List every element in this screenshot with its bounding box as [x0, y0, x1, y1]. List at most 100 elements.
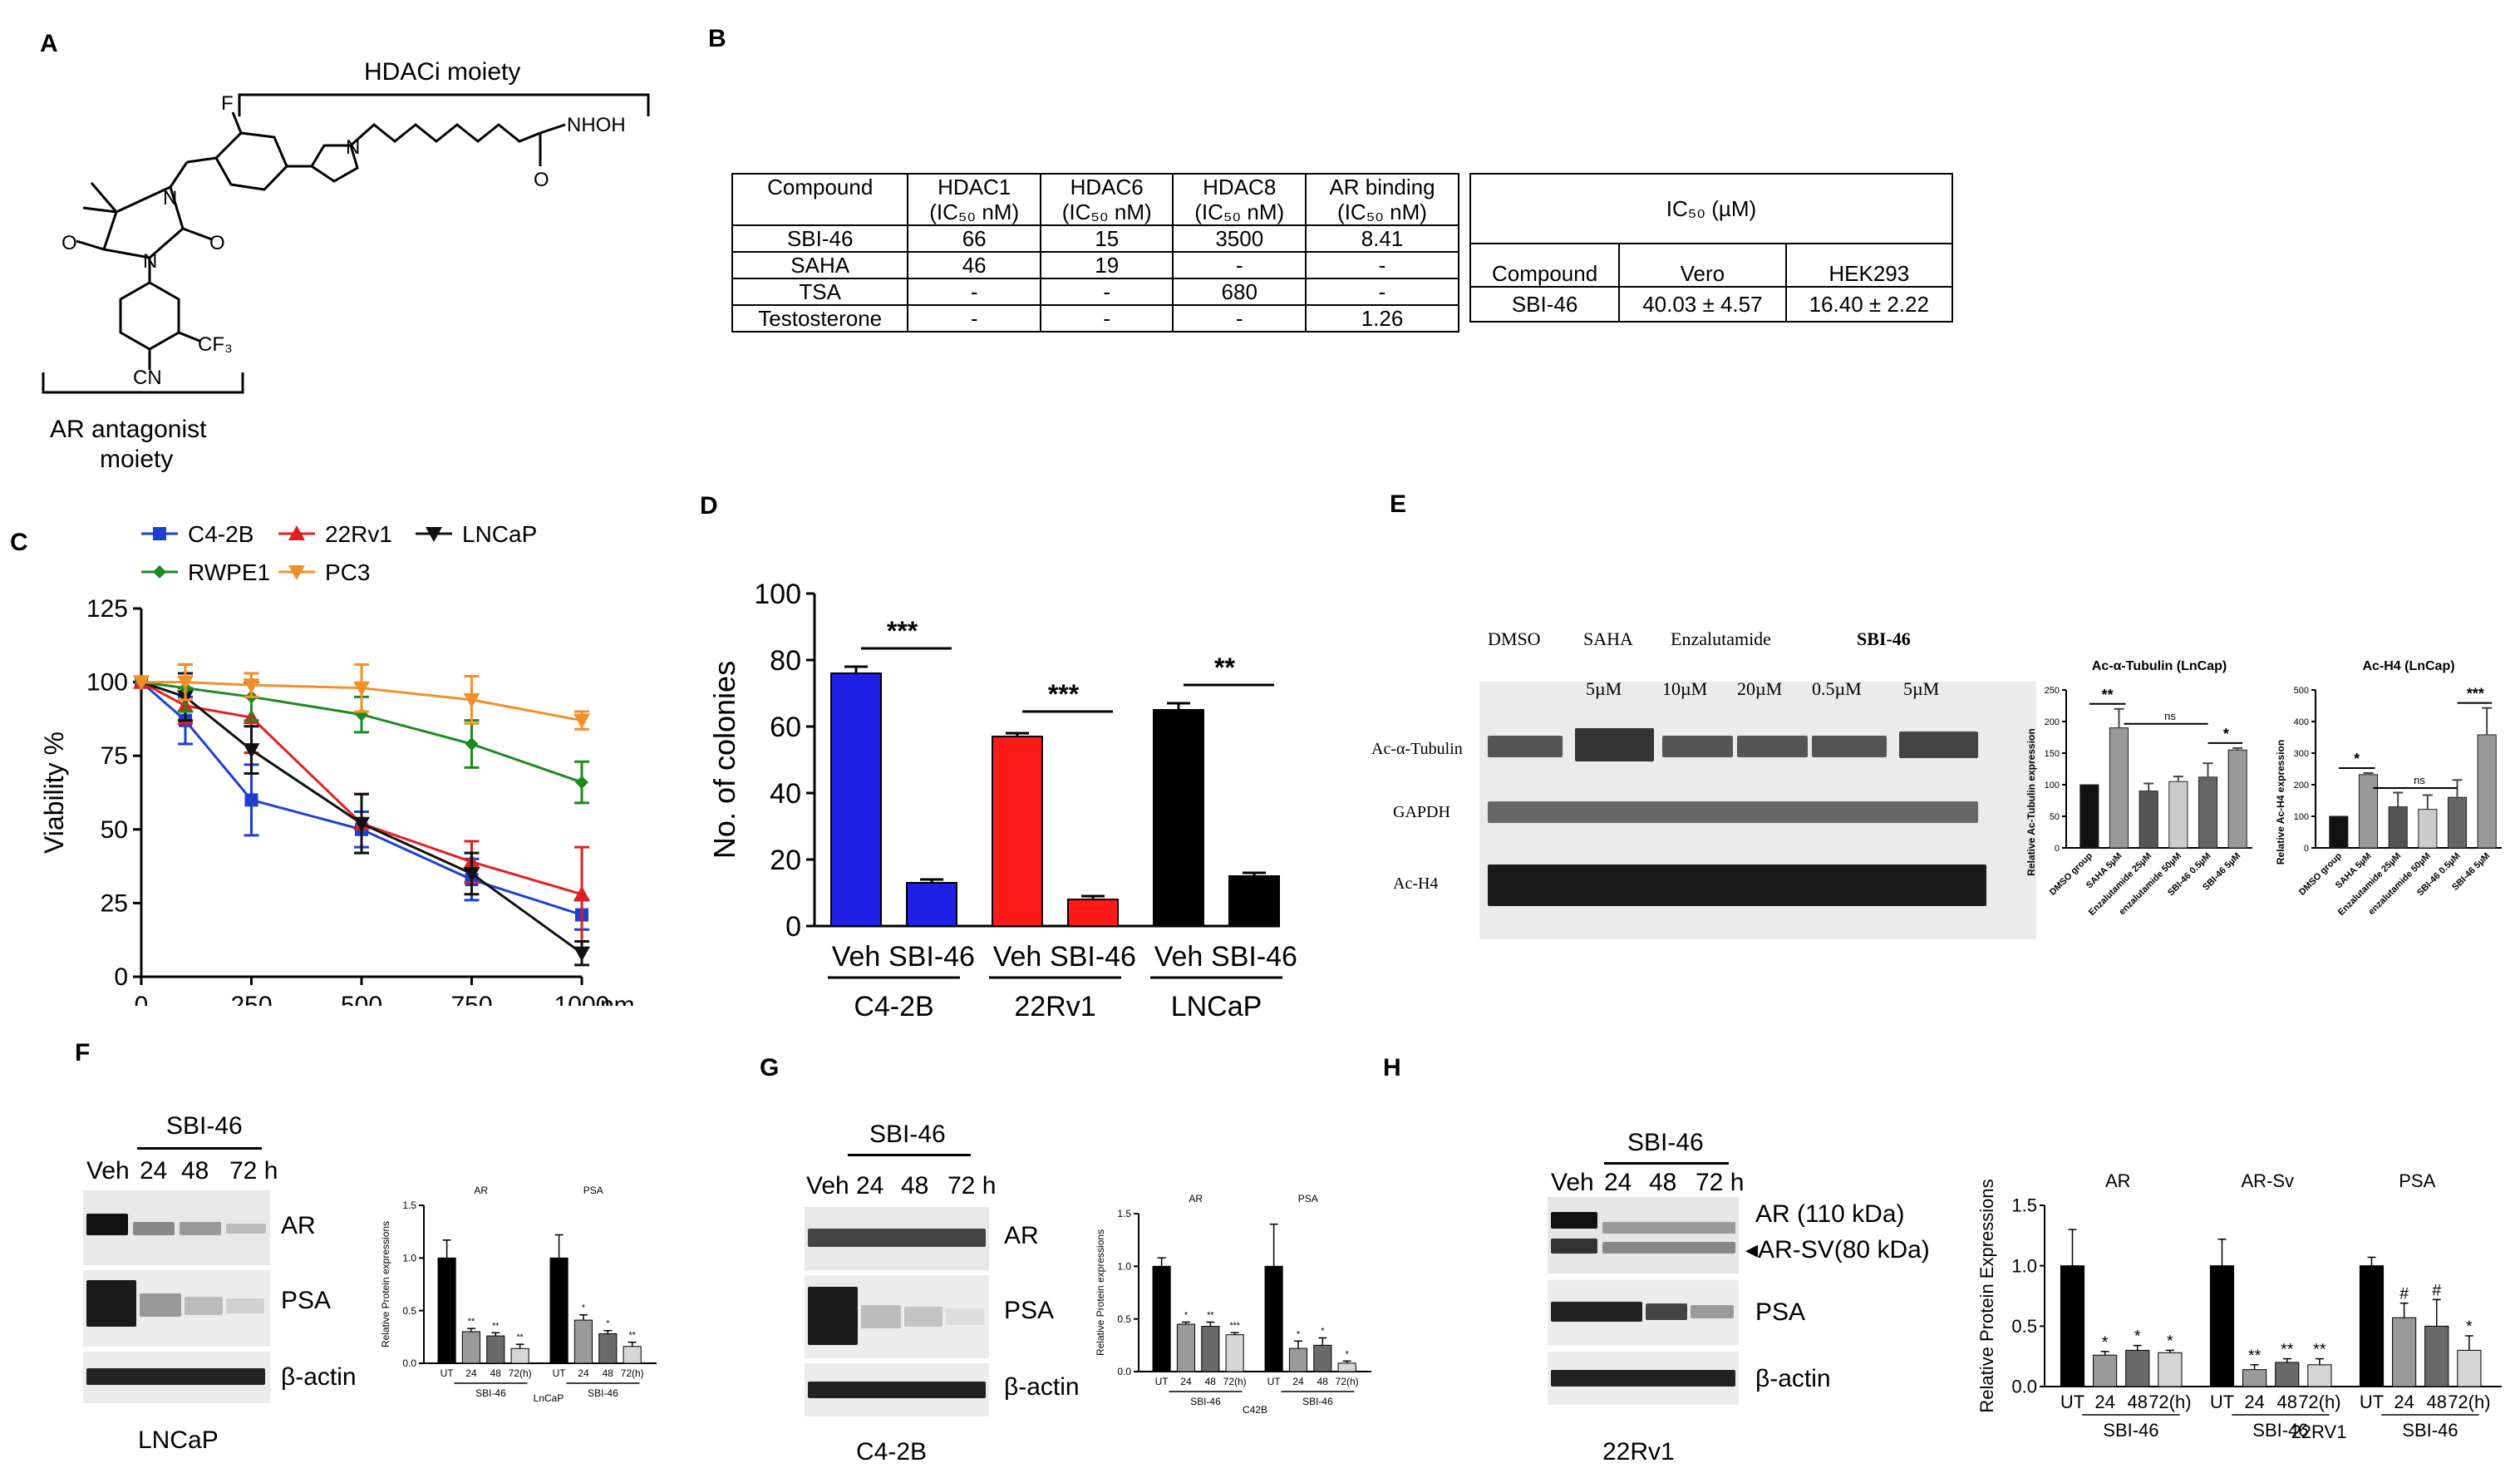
- y-tick-label: 0: [114, 963, 128, 991]
- y-tick-label: 0.0: [1117, 1366, 1131, 1377]
- x-tick-label: UT: [553, 1367, 567, 1379]
- header-cell: HDAC1 (IC₅₀ nM): [907, 173, 1041, 226]
- row-label-ar: AR: [281, 1212, 316, 1239]
- group-label: C4-2B: [854, 991, 933, 1022]
- table-cell: 1.26: [1305, 304, 1459, 333]
- table-cell: 680: [1172, 278, 1307, 306]
- band: [140, 1293, 181, 1317]
- table-cell: Testosterone: [731, 304, 909, 333]
- blot-h-ar: [1548, 1197, 1739, 1273]
- treatment-line: [137, 1147, 262, 1150]
- legend-label: PC3: [325, 559, 370, 585]
- x-tick-label: 72(h): [1336, 1376, 1359, 1387]
- bar: [1313, 1344, 1332, 1372]
- band: [861, 1305, 901, 1328]
- group-label: PSA: [1298, 1193, 1318, 1205]
- table-header-row: Compound HDAC1 (IC₅₀ nM) HDAC6 (IC₅₀ nM) H…: [731, 173, 1459, 226]
- chart-title: Ac-α-Tubulin (LnCap): [2092, 659, 2227, 673]
- x-tick-label: UT: [1267, 1376, 1282, 1387]
- sub-label: SBI-46: [588, 1387, 618, 1399]
- band: [904, 1307, 943, 1327]
- y-tick-label: 60: [770, 712, 801, 743]
- significance-stars: *: [2466, 1318, 2473, 1336]
- panel-label-e: E: [1390, 490, 1407, 518]
- table-header-row: IC₅₀ (µM): [1469, 173, 1953, 244]
- x-tick-label: 750: [450, 992, 492, 1006]
- x-tick-label: 24: [2094, 1392, 2114, 1412]
- significance-stars: *: [1346, 1349, 1350, 1359]
- data-point: [153, 565, 166, 579]
- y-tick-label: 0.5: [402, 1305, 416, 1317]
- hdaci-moiety-label: HDACi moiety: [364, 58, 520, 86]
- dose-label: 10µM: [1662, 678, 1708, 699]
- bar: [2079, 784, 2099, 849]
- significance-stars: *: [582, 1303, 586, 1313]
- x-tick-label: SBI-46: [1050, 941, 1136, 973]
- bar: [906, 882, 957, 927]
- band: [1551, 1302, 1642, 1322]
- significance-stars: ***: [2467, 686, 2484, 702]
- significance-stars: *: [2134, 1328, 2141, 1346]
- panel-label-f: F: [75, 1039, 91, 1067]
- x-tick-label: 500: [341, 992, 382, 1006]
- y-tick-label: 250: [2045, 686, 2060, 696]
- header-cell: HEK293: [1784, 243, 1954, 288]
- band: [1575, 728, 1654, 761]
- data-point: [288, 565, 305, 580]
- table-cell: -: [1172, 251, 1307, 279]
- band: [1737, 736, 1808, 757]
- y-tick-label: 100: [2294, 812, 2309, 822]
- data-point: [573, 946, 590, 962]
- bar: [2275, 1362, 2300, 1387]
- header-cell: Compound: [731, 173, 909, 226]
- bar: [2242, 1369, 2267, 1387]
- x-tick-label: SBI-46: [1211, 941, 1297, 973]
- bar: [2168, 781, 2188, 849]
- row-label-psa: PSA: [281, 1287, 332, 1314]
- y-tick-label: 500: [2294, 686, 2309, 696]
- bar: [2093, 1354, 2118, 1387]
- x-tick-label: Veh: [1154, 941, 1203, 973]
- bar: [1228, 875, 1280, 927]
- band: [1551, 1212, 1597, 1229]
- table-cell: 40.03 ± 4.57: [1618, 286, 1787, 323]
- y-tick-label: 200: [2045, 717, 2060, 727]
- bar: [486, 1335, 505, 1364]
- row-label-actin: β-actin: [1004, 1373, 1080, 1401]
- x-tick-label: 72(h): [2448, 1392, 2490, 1412]
- significance-stars: **: [2102, 687, 2114, 703]
- bar: [2359, 1265, 2385, 1387]
- data-point: [177, 675, 194, 691]
- legend-label: 22Rv1: [325, 521, 392, 547]
- x-tick-label: 48: [2426, 1392, 2446, 1412]
- sub-label: SBI-46: [1190, 1396, 1221, 1407]
- cell-line-label: LnCaP: [534, 1392, 564, 1404]
- row-label-psa: PSA: [1755, 1298, 1806, 1326]
- bar: [2209, 1265, 2235, 1387]
- table-cell: -: [1172, 304, 1307, 333]
- lane-label: 72 h: [1696, 1169, 1745, 1196]
- table-cell: SAHA: [731, 251, 909, 279]
- row-label-ar: AR: [1004, 1222, 1039, 1249]
- x-tick-label: 48: [2127, 1392, 2147, 1412]
- bar: [2392, 1317, 2417, 1387]
- bar: [598, 1333, 618, 1364]
- y-tick-label: 40: [770, 778, 801, 810]
- bar: [2424, 1325, 2449, 1387]
- lane-label: 48: [901, 1172, 929, 1200]
- x-tick-label: Veh: [993, 941, 1042, 973]
- significance-stars: *: [1297, 1329, 1301, 1339]
- band: [180, 1222, 221, 1235]
- header-cell: HDAC6 (IC₅₀ nM): [1039, 173, 1174, 226]
- bar: [2418, 809, 2438, 849]
- x-tick-label: 72(h): [509, 1367, 532, 1379]
- row-label-ar-110: AR (110 kDa): [1755, 1200, 1905, 1228]
- bar: [2060, 1265, 2085, 1387]
- panel-label-a: A: [40, 30, 58, 57]
- x-tick-label: 48: [1317, 1376, 1329, 1387]
- x-tick-label: Veh: [832, 941, 881, 973]
- header-cell: Vero: [1618, 243, 1787, 288]
- x-tick-label: UT: [441, 1367, 455, 1379]
- significance-stars: *: [606, 1319, 610, 1329]
